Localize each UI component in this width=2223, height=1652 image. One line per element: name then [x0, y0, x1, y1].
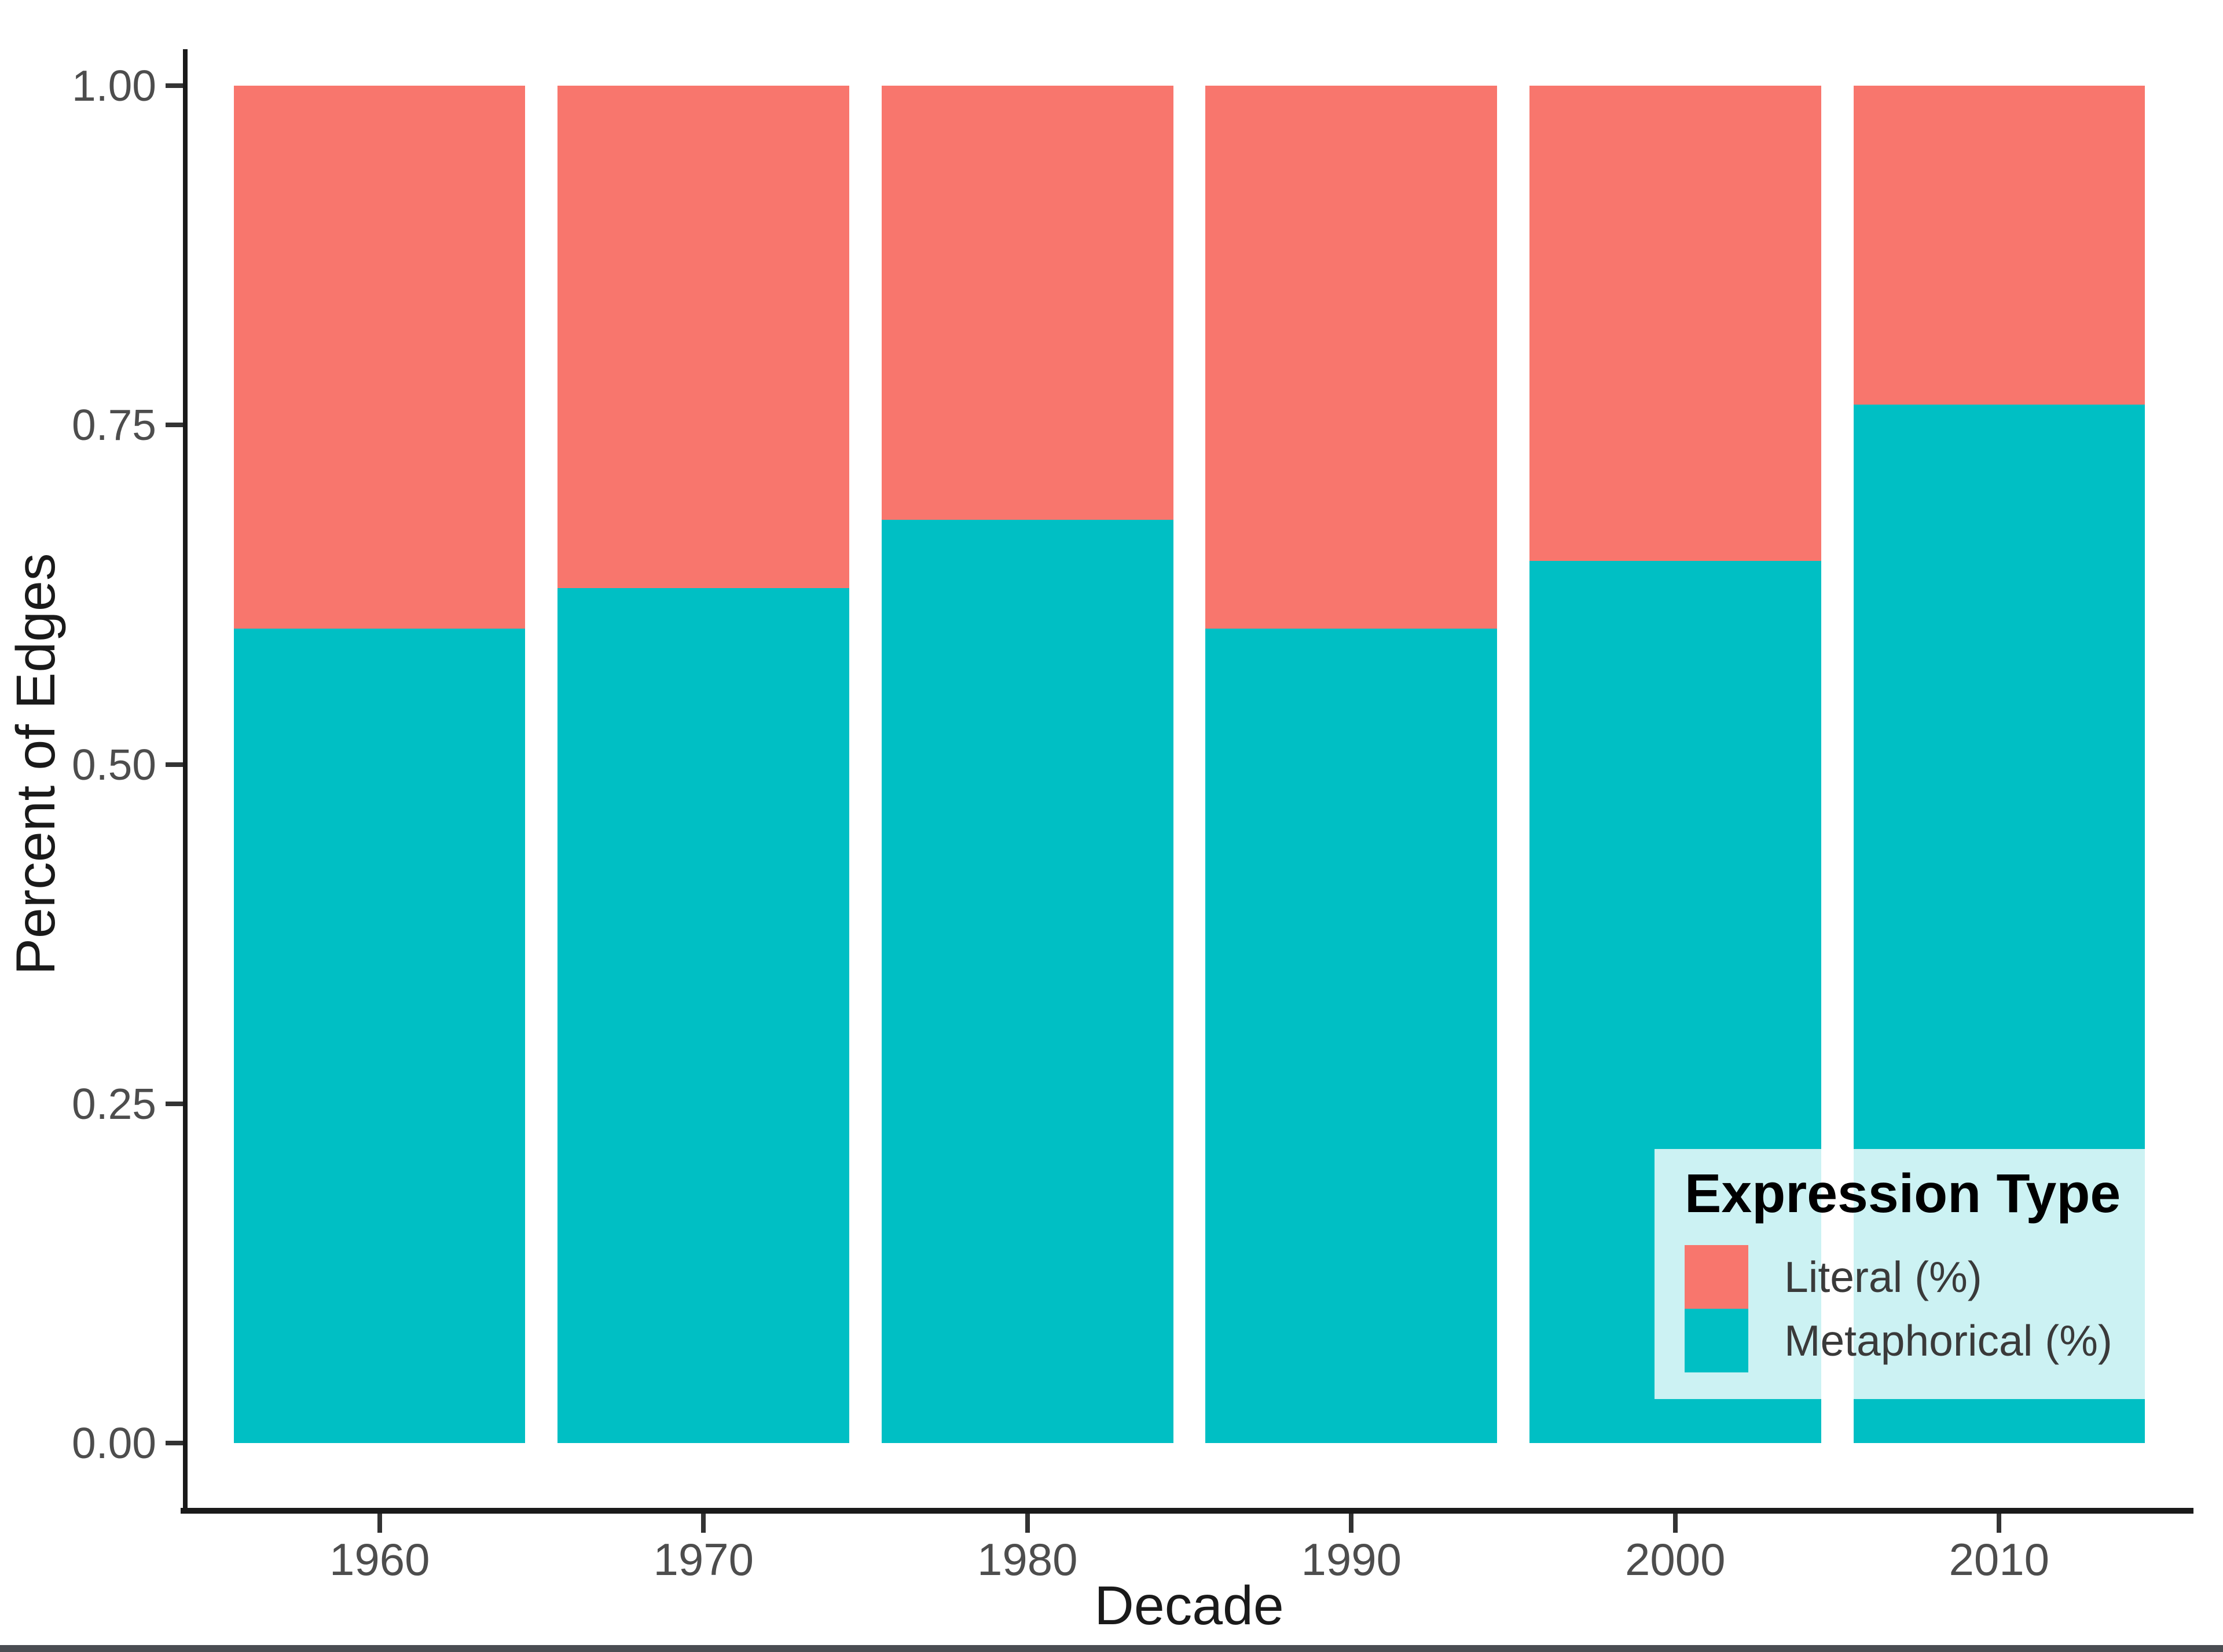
stacked-bar-1970 [557, 86, 849, 1443]
bar-segment-metaphorical-1970 [557, 588, 849, 1443]
y-tick-mark-0.25 [166, 1101, 183, 1106]
x-tick-mark-2000 [1672, 1514, 1678, 1533]
bar-segment-literal-2000 [1529, 86, 1821, 561]
legend-item-label: Metaphorical (%) [1784, 1316, 2112, 1365]
plot-area [185, 86, 2193, 1443]
y-tick-label-0.00: 0.00 [72, 1419, 156, 1467]
x-tick-label-1980: 1980 [977, 1534, 1078, 1585]
y-tick-label-1.00: 1.00 [72, 61, 156, 110]
bar-segment-metaphorical-1980 [881, 520, 1173, 1443]
x-tick-mark-1980 [1025, 1514, 1030, 1533]
window-edge-strip [0, 1645, 2223, 1652]
y-axis-line [183, 49, 188, 1514]
y-axis-ticks: 0.00 0.25 0.50 0.75 1.00 [0, 61, 185, 1467]
y-tick-mark-0.00 [166, 1441, 183, 1445]
stacked-bar-1960 [233, 86, 526, 1443]
x-tick-mark-1990 [1349, 1514, 1354, 1533]
x-tick-label-2000: 2000 [1625, 1534, 1726, 1585]
x-tick-mark-1960 [377, 1514, 382, 1533]
y-tick-label-0.50: 0.50 [72, 740, 156, 789]
y-tick-mark-1.00 [166, 83, 183, 88]
x-tick-mark-2010 [1997, 1514, 2002, 1533]
bar-segment-literal-1990 [1205, 86, 1498, 629]
bar-segment-literal-1980 [881, 86, 1173, 520]
x-tick-label-1970: 1970 [653, 1534, 754, 1585]
y-tick-label-0.75: 0.75 [72, 401, 156, 450]
literal-swatch-icon [1685, 1244, 1748, 1309]
bar-segment-metaphorical-1990 [1205, 629, 1498, 1443]
x-tick-mark-1970 [701, 1514, 706, 1533]
y-tick-mark-0.50 [166, 762, 183, 767]
legend-item-metaphorical: Metaphorical (%) [1685, 1308, 2222, 1372]
metaphorical-swatch-icon [1685, 1308, 1748, 1372]
x-tick-label-2010: 2010 [1949, 1534, 2050, 1585]
x-axis-ticks: 1960 1970 1980 1990 2000 2010 [185, 1514, 2193, 1652]
legend-title: Expression Type [1685, 1163, 2121, 1224]
y-tick-label-0.25: 0.25 [72, 1079, 156, 1128]
x-axis-title: Decade [1094, 1575, 1284, 1636]
y-tick-mark-0.75 [166, 423, 183, 428]
bar-segment-literal-2010 [1853, 86, 2145, 405]
bar-segment-literal-1970 [557, 86, 849, 588]
x-tick-label-1990: 1990 [1301, 1534, 1402, 1585]
y-axis-title: Percent of Edges [5, 553, 67, 975]
legend-item-literal: Literal (%) [1685, 1244, 2222, 1309]
stacked-bar-1990 [1205, 86, 1498, 1443]
x-axis-line [181, 1508, 2193, 1514]
stacked-bar-1980 [881, 86, 1173, 1443]
bar-segment-literal-1960 [233, 86, 526, 629]
legend-item-label: Literal (%) [1784, 1252, 1982, 1301]
legend-keys: Literal (%) Metaphorical (%) [1685, 1244, 2222, 1372]
legend: Expression Type Literal (%) Metaphorical… [1655, 1149, 2222, 1399]
x-tick-label-1960: 1960 [329, 1534, 430, 1585]
bar-segment-metaphorical-1960 [233, 629, 526, 1443]
